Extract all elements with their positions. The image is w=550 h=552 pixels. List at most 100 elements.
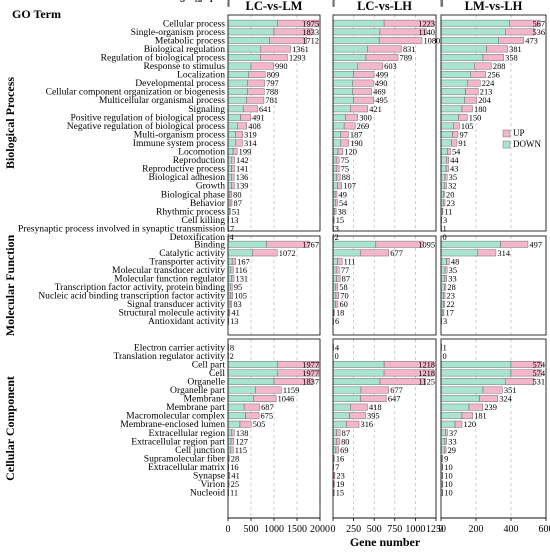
category-label: Transcription factor activity, protein b…	[55, 282, 226, 293]
bar-down-segment	[440, 19, 510, 27]
x-tick-label: 1500	[287, 524, 307, 535]
category-label: Molecular function regulator	[114, 273, 226, 284]
data-label: 33	[448, 274, 456, 283]
panel-frame	[440, 14, 547, 232]
legend-swatch	[502, 129, 511, 138]
data-label: 1046	[278, 395, 295, 404]
bar-down-segment	[332, 113, 346, 121]
data-label: 15	[336, 489, 344, 498]
bar-down-segment	[332, 96, 354, 104]
bar-down-segment	[332, 395, 361, 402]
category-label: Signaling	[188, 104, 225, 115]
panel-title: LM-vs-LH	[465, 0, 523, 13]
category-label: Multi-organism process	[134, 129, 225, 140]
data-label: 138	[236, 429, 249, 438]
bar-up-segment	[231, 182, 235, 190]
bar-up-segment	[477, 249, 497, 257]
data-label: 41	[231, 309, 239, 318]
bar-up-segment	[337, 257, 343, 265]
bar-up-segment	[447, 148, 451, 155]
bar-down-segment	[332, 88, 353, 96]
data-label: 1975	[302, 19, 319, 28]
x-tick-label: 1000	[264, 524, 284, 535]
bar-up-segment	[468, 403, 484, 411]
data-label: 536	[532, 28, 545, 37]
panel-title: LC-vs-LH	[357, 0, 412, 13]
data-label: 180	[474, 105, 487, 114]
bar-up-segment	[231, 275, 235, 282]
bar-down-segment	[440, 403, 470, 411]
data-label: 83	[233, 300, 241, 309]
data-label: 80	[233, 190, 241, 199]
bar-up-segment	[352, 88, 372, 96]
category-label: Extracellular region part	[131, 436, 225, 447]
data-label: 3	[443, 317, 447, 326]
bar-down-segment	[332, 369, 385, 377]
x-tick-label: 500	[244, 524, 259, 535]
bar-down-segment	[227, 386, 256, 394]
bar-down-segment	[440, 122, 454, 130]
data-label: 14	[336, 0, 345, 2]
frames-layer	[227, 14, 547, 521]
legend-swatch	[502, 140, 511, 149]
data-label: 54	[452, 148, 461, 157]
data-label: 269	[357, 122, 370, 131]
data-label: 33	[448, 437, 456, 446]
data-label: 381	[509, 45, 522, 54]
bar-up-segment	[337, 148, 344, 155]
bar-down-segment	[227, 412, 246, 420]
bar-down-segment	[332, 36, 380, 44]
bar-down-segment	[332, 378, 381, 385]
bar-down-segment	[332, 156, 337, 164]
data-label: 32	[448, 182, 456, 191]
bar-up-segment	[486, 45, 508, 53]
data-label: 1218	[418, 369, 435, 378]
bar-up-segment	[474, 62, 492, 70]
bar-down-segment	[440, 378, 506, 385]
category-label: Biological phase	[161, 189, 225, 200]
data-label: 181	[474, 412, 487, 421]
bar-up-segment	[340, 131, 349, 138]
bar-down-segment	[227, 429, 232, 437]
bar-down-segment	[440, 165, 447, 173]
bar-up-segment	[458, 113, 468, 121]
group-label: Molecular Function	[3, 234, 17, 336]
bar-down-segment	[227, 266, 231, 274]
bar-down-segment	[332, 45, 368, 53]
data-label: 675	[261, 412, 274, 421]
bar-up-segment	[335, 199, 338, 207]
bar-down-segment	[440, 0, 442, 7]
bar-up-segment	[345, 420, 360, 428]
bar-up-segment	[383, 19, 434, 27]
data-label: 647	[388, 395, 401, 404]
data-label: 1125	[419, 377, 435, 386]
bar-down-segment	[332, 28, 381, 36]
bar-down-segment	[440, 429, 446, 437]
bar-up-segment	[383, 369, 434, 377]
bar-up-segment	[228, 472, 231, 479]
bar-down-segment	[440, 437, 446, 445]
bar-up-segment	[335, 165, 340, 173]
data-label: 324	[499, 395, 512, 404]
bar-up-segment	[446, 156, 449, 164]
bar-up-segment	[229, 300, 233, 308]
bar-up-segment	[443, 190, 445, 198]
bar-up-segment	[482, 386, 503, 394]
data-label: 54	[339, 199, 348, 208]
bar-up-segment	[240, 113, 251, 121]
data-label: 0	[335, 352, 339, 361]
bar-up-segment	[231, 165, 235, 173]
bar-down-segment	[440, 360, 512, 368]
bar-down-segment	[332, 403, 351, 411]
data-label: 4	[335, 343, 340, 352]
bar-down-segment	[332, 131, 342, 138]
bar-up-segment	[336, 275, 341, 282]
data-label: 105	[234, 292, 247, 301]
bar-up-segment	[442, 309, 445, 317]
data-label: 23	[447, 199, 455, 208]
bar-down-segment	[227, 446, 231, 454]
bar-up-segment	[248, 71, 266, 78]
bar-down-segment	[227, 79, 248, 87]
bar-up-segment	[333, 480, 335, 488]
bar-up-segment	[277, 360, 320, 368]
